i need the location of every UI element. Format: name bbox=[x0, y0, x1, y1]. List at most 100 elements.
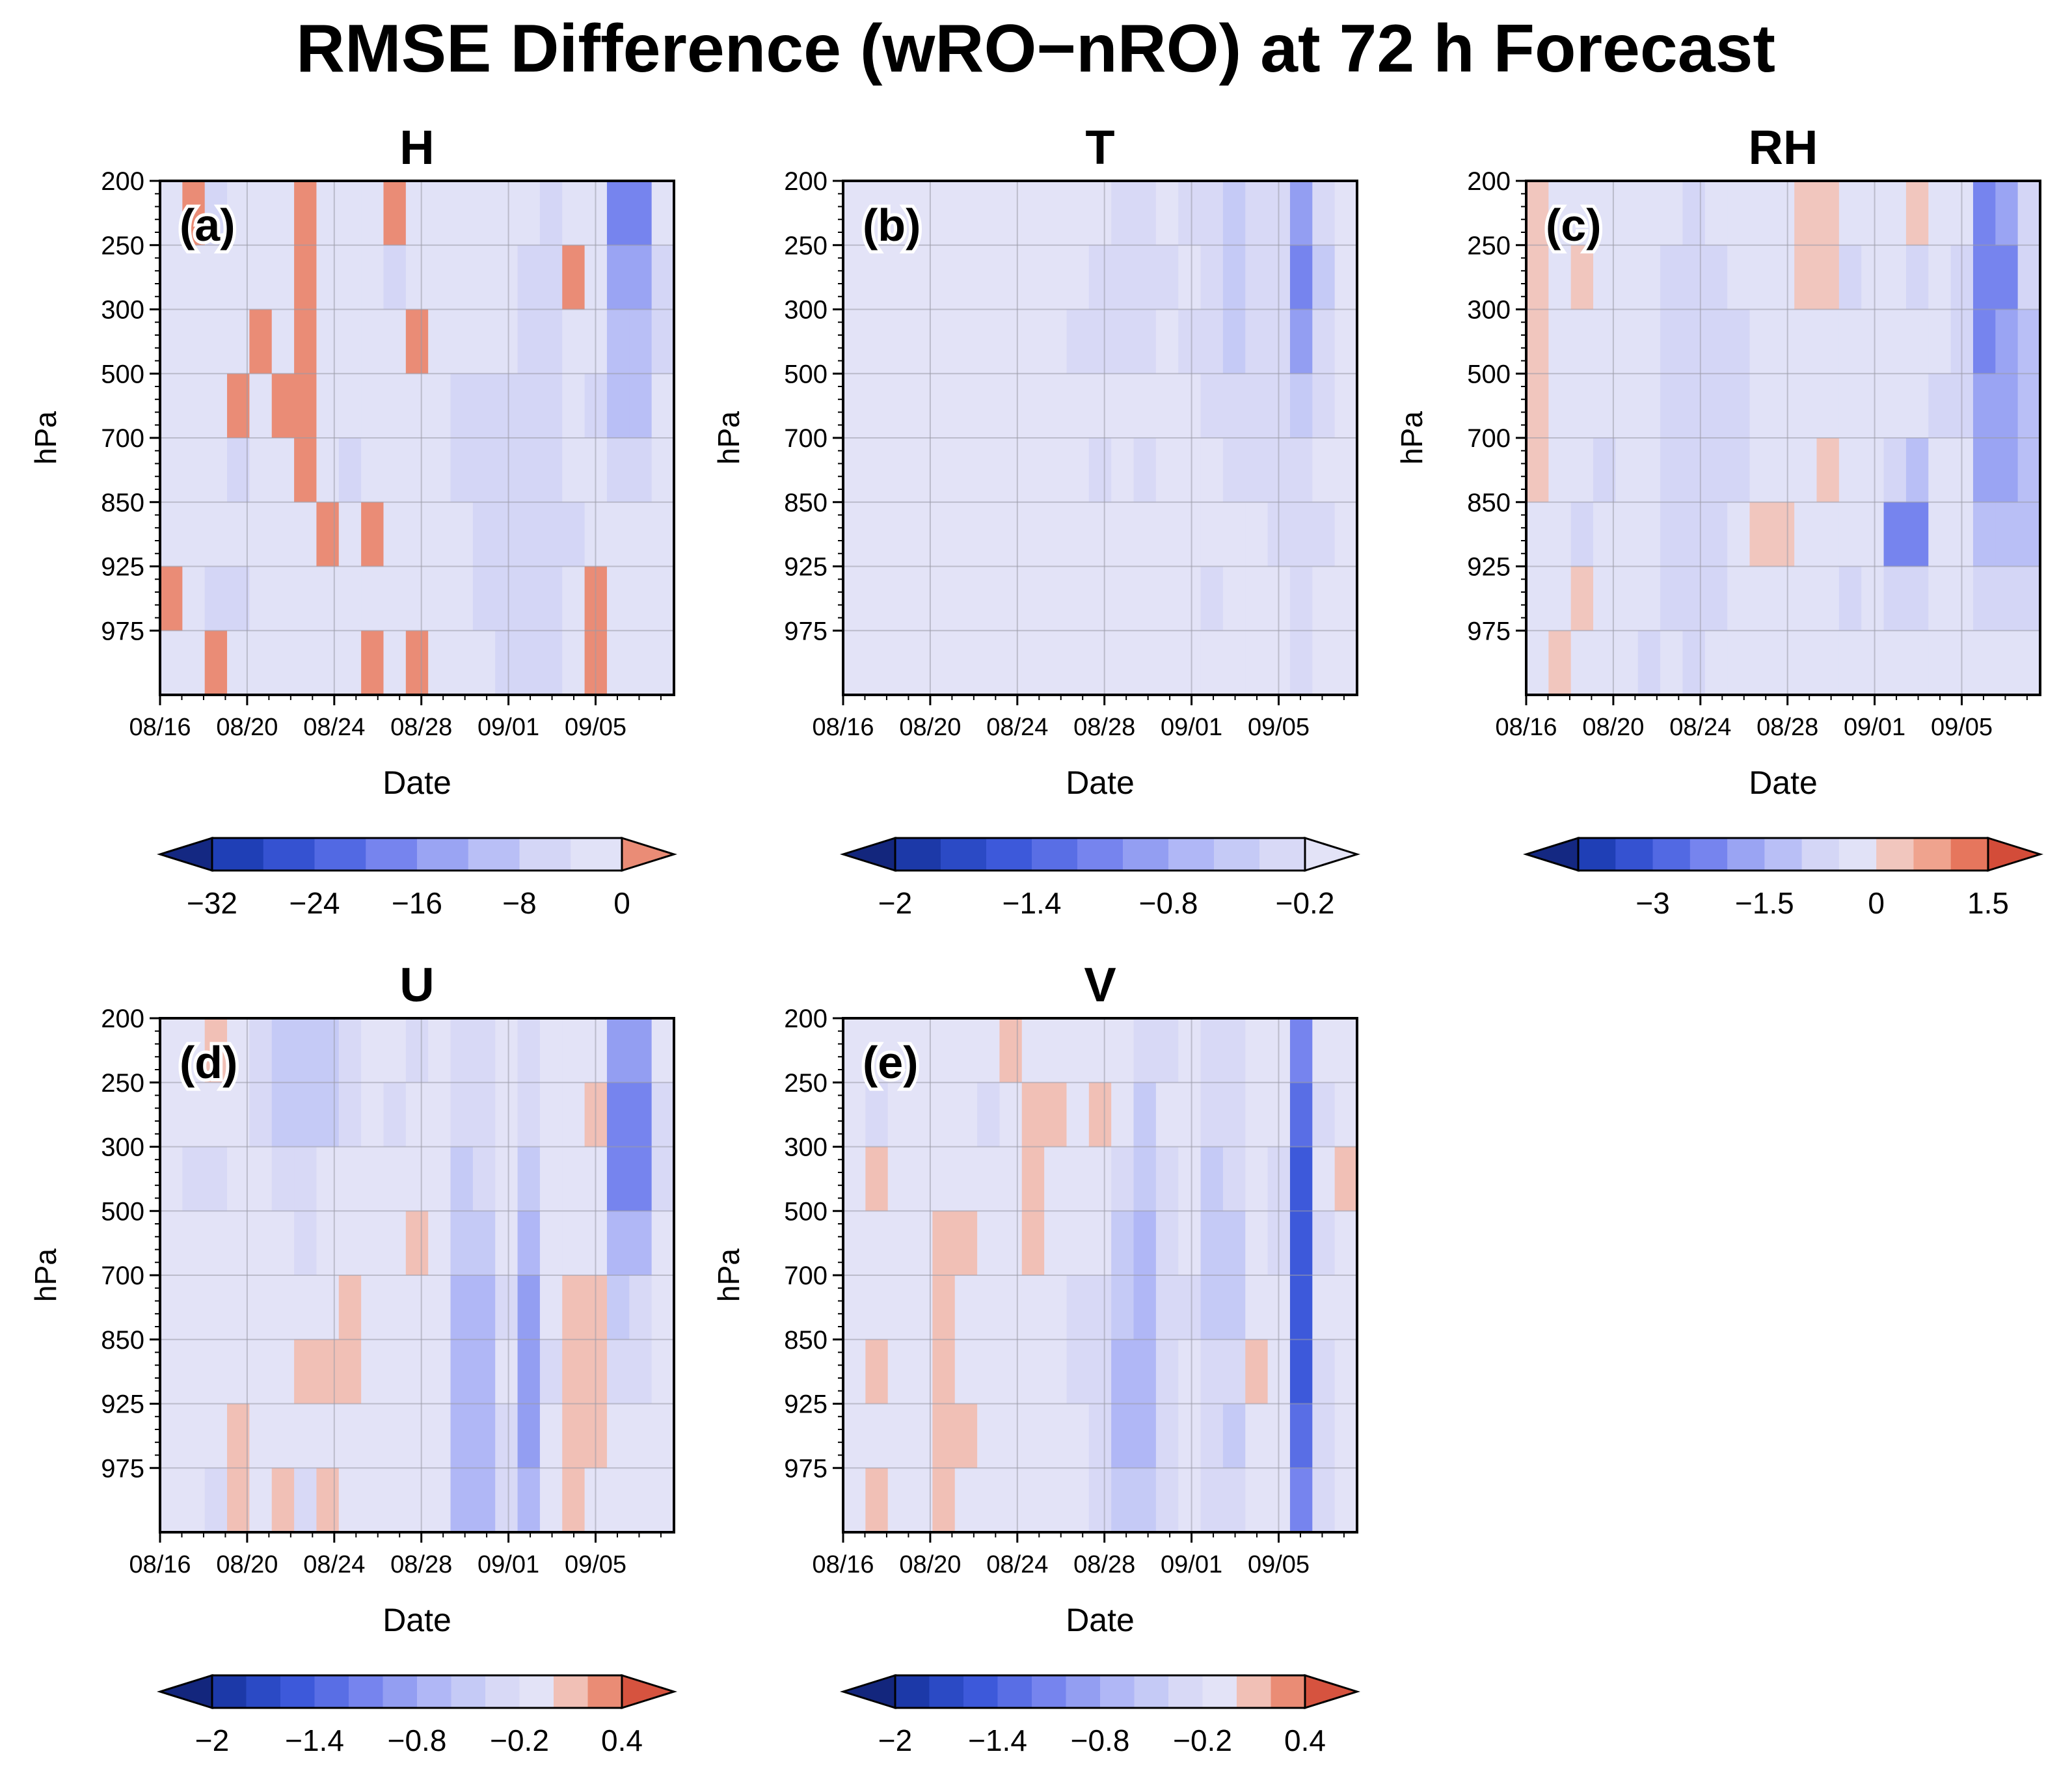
heatmap-cell bbox=[865, 245, 889, 310]
heatmap-cell bbox=[932, 1275, 956, 1340]
heatmap-cell bbox=[204, 502, 228, 567]
y-tick-label: 200 bbox=[101, 1005, 144, 1033]
heatmap-cell bbox=[1178, 181, 1202, 246]
heatmap-cell bbox=[887, 566, 911, 632]
heatmap-cell bbox=[472, 1018, 496, 1083]
heatmap-cell bbox=[1021, 181, 1045, 246]
heatmap-cell bbox=[204, 566, 228, 632]
colorbar-tick-label: −2 bbox=[878, 886, 912, 920]
x-tick-label: 08/28 bbox=[1756, 714, 1818, 741]
x-tick-label: 08/28 bbox=[390, 1551, 452, 1578]
heatmap-cell bbox=[539, 438, 563, 503]
y-tick-label: 975 bbox=[784, 617, 827, 645]
heatmap-cell bbox=[271, 1018, 295, 1083]
heatmap-cell bbox=[1155, 1082, 1179, 1148]
heatmap-cell bbox=[977, 309, 1001, 375]
x-tick-label: 09/05 bbox=[1248, 1551, 1310, 1578]
heatmap-cell bbox=[2017, 309, 2041, 375]
heatmap-cell bbox=[227, 1468, 250, 1533]
colorbar-extend-high bbox=[621, 836, 678, 872]
heatmap-cell bbox=[1972, 566, 1997, 632]
heatmap-cell bbox=[932, 1082, 956, 1148]
heatmap-cell bbox=[562, 245, 585, 310]
heatmap-cell bbox=[1200, 502, 1224, 567]
y-tick-label: 850 bbox=[1467, 489, 1511, 517]
heatmap-cell bbox=[517, 309, 541, 375]
heatmap-cell bbox=[361, 1211, 384, 1276]
colorbar-tick-label: −0.8 bbox=[388, 1724, 447, 1757]
colorbar-extend-low bbox=[156, 836, 213, 872]
heatmap-cell bbox=[1905, 630, 1930, 696]
heatmap-cell bbox=[227, 630, 250, 696]
y-tick-label: 250 bbox=[101, 232, 144, 260]
heatmap-cell bbox=[539, 502, 563, 567]
heatmap-cell bbox=[405, 1468, 429, 1533]
heatmap-cell bbox=[954, 1468, 978, 1533]
heatmap-cell bbox=[1771, 438, 1795, 503]
heatmap-cell bbox=[182, 1403, 206, 1469]
heatmap-cell bbox=[294, 181, 317, 246]
heatmap-cell bbox=[1289, 181, 1313, 246]
x-tick-label: 08/20 bbox=[216, 714, 278, 741]
heatmap-cell bbox=[1200, 1211, 1224, 1276]
heatmap-cell bbox=[338, 1275, 362, 1340]
heatmap-cell bbox=[865, 1468, 889, 1533]
heatmap-cell bbox=[562, 502, 585, 567]
y-tick-label: 850 bbox=[784, 1326, 827, 1355]
heatmap-cell bbox=[910, 181, 934, 246]
heatmap-cell bbox=[517, 181, 541, 246]
heatmap-cell bbox=[1021, 502, 1045, 567]
heatmap-cell bbox=[865, 181, 889, 246]
heatmap-cell bbox=[539, 1018, 563, 1083]
colorbar-bin bbox=[1237, 1675, 1272, 1708]
heatmap-cell bbox=[1088, 1468, 1112, 1533]
heatmap-cell bbox=[651, 502, 675, 567]
heatmap-cell bbox=[562, 1018, 585, 1083]
x-tick-label: 09/01 bbox=[1161, 1551, 1222, 1578]
heatmap-cell bbox=[182, 245, 206, 310]
heatmap-cell bbox=[1245, 1403, 1269, 1469]
y-tick-label: 850 bbox=[784, 489, 827, 517]
y-axis: 200 250 300 500 700 850 925 975 hPa bbox=[29, 1005, 160, 1483]
heatmap-cell bbox=[160, 181, 183, 246]
heatmap-cell bbox=[1289, 1018, 1313, 1083]
heatmap-cell bbox=[606, 245, 630, 310]
heatmap-cell bbox=[1682, 309, 1706, 375]
heatmap-cell bbox=[1155, 1211, 1179, 1276]
heatmap-cell bbox=[472, 245, 496, 310]
heatmap-cell bbox=[887, 1018, 911, 1083]
heatmap-cell bbox=[1548, 373, 1572, 439]
heatmap-cell bbox=[338, 502, 362, 567]
heatmap-cell bbox=[954, 1018, 978, 1083]
heatmap-cell bbox=[1771, 373, 1795, 439]
heatmap-cell bbox=[1133, 630, 1157, 696]
x-axis: 08/16 08/20 08/24 08/28 09/01 09/05 Date bbox=[1495, 695, 2028, 801]
colorbar-bin bbox=[1100, 1675, 1135, 1708]
panel-title: H bbox=[399, 120, 434, 174]
x-axis-label: Date bbox=[1749, 764, 1818, 801]
heatmap-cell bbox=[405, 630, 429, 696]
heatmap-cell bbox=[865, 1339, 889, 1405]
heatmap-cell bbox=[1312, 1082, 1336, 1148]
heatmap-cell bbox=[472, 1211, 496, 1276]
heatmap-cell bbox=[1066, 1403, 1090, 1469]
heatmap-cell bbox=[1066, 502, 1090, 567]
heatmap-cell bbox=[227, 309, 250, 375]
heatmap-cell bbox=[495, 309, 518, 375]
heatmap-cell bbox=[999, 566, 1023, 632]
heatmap-cells bbox=[843, 1018, 1358, 1533]
heatmap-cell bbox=[405, 1018, 429, 1083]
colorbar-tick-label: −2 bbox=[878, 1724, 912, 1757]
heatmap-cell bbox=[843, 1275, 867, 1340]
heatmap-cell bbox=[562, 181, 585, 246]
heatmap-cell bbox=[517, 1403, 541, 1469]
heatmap-cell bbox=[316, 630, 340, 696]
heatmap-cell bbox=[249, 1275, 273, 1340]
heatmap-cell bbox=[405, 245, 429, 310]
heatmap-cell bbox=[1066, 1018, 1090, 1083]
heatmap-cell bbox=[405, 1211, 429, 1276]
heatmap-cell bbox=[1682, 630, 1706, 696]
heatmap-cells bbox=[1526, 181, 2041, 696]
heatmap-cell bbox=[450, 309, 474, 375]
